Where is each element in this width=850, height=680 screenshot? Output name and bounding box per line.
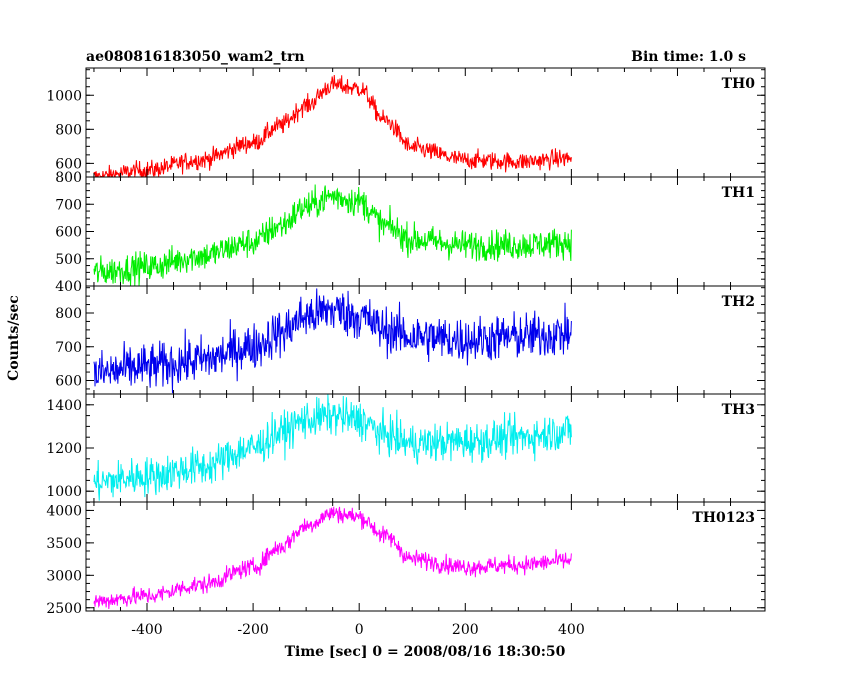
- panel-th0: 600 800 1000 TH0: [46, 67, 766, 179]
- y-tick-label: 800: [55, 122, 82, 138]
- x-tick-label: -400: [131, 622, 162, 638]
- panel-frame: [85, 501, 766, 612]
- x-tick-label: -200: [237, 622, 268, 638]
- series-line-th2: [93, 288, 572, 394]
- y-tick-label: 700: [55, 197, 82, 213]
- y-tick-label: 1000: [46, 88, 82, 104]
- y-tick-label: 3000: [46, 568, 82, 584]
- panel-frame: [85, 285, 766, 395]
- panel-frame: [85, 176, 766, 287]
- x-tick-label: 0: [355, 622, 364, 638]
- panel-label: TH3: [722, 402, 755, 418]
- y-tick-label: 2500: [46, 601, 82, 617]
- y-tick-label: 1400: [46, 398, 82, 414]
- panel-frame: [85, 67, 766, 178]
- bin-time-label: Bin time: 1.0 s: [631, 49, 746, 65]
- y-tick-label: 700: [55, 340, 82, 356]
- x-tick-label: 200: [452, 622, 479, 638]
- series-line-th3: [93, 394, 572, 501]
- panels-group: 6008001000TH0400500600700800TH1600700800…: [46, 67, 766, 638]
- y-tick-label: 3500: [46, 536, 82, 552]
- x-tick-label: 400: [558, 622, 585, 638]
- y-tick-label: 800: [55, 170, 82, 186]
- y-tick-label: 800: [55, 306, 82, 322]
- panel-label: TH1: [722, 185, 755, 201]
- y-tick-label: 400: [55, 279, 82, 295]
- y-tick-label: 600: [55, 225, 82, 241]
- panel-th2: 600 700 800 TH2: [55, 285, 766, 395]
- panel-th0123: 2500 3000 3500 4000 TH0123: [46, 501, 766, 617]
- panel-label: TH0: [722, 76, 756, 92]
- y-tick-label: 1200: [46, 441, 82, 457]
- panel-label: TH2: [722, 294, 755, 310]
- y-tick-label: 600: [55, 374, 82, 390]
- y-tick-label: 4000: [46, 503, 82, 519]
- y-tick-label: 600: [55, 156, 82, 172]
- panel-th3: 1000 1200 1400 TH3: [46, 393, 766, 503]
- panel-label: TH0123: [692, 510, 755, 526]
- chart-title: ae080816183050_wam2_trn: [86, 49, 305, 65]
- y-axis-label: Counts/sec: [6, 295, 22, 381]
- x-axis-label: Time [sec] 0 = 2008/08/16 18:30:50: [285, 644, 566, 660]
- series-line-th0: [93, 74, 572, 179]
- series-line-th1: [93, 184, 572, 286]
- series-line-th0123: [93, 506, 572, 610]
- panel-th1: 400 500 600 700 800 TH1: [55, 170, 766, 295]
- y-tick-label: 500: [55, 252, 82, 268]
- y-tick-label: 1000: [46, 484, 82, 500]
